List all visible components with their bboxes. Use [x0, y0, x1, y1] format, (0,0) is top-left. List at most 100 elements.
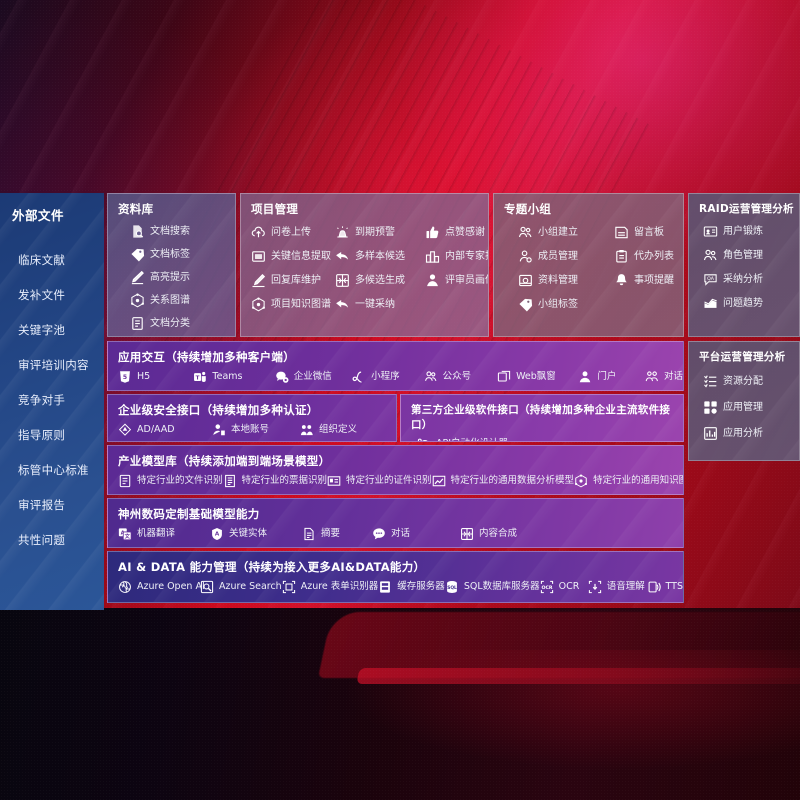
tag-icon — [130, 247, 145, 262]
industry-item-knowledge-graph[interactable]: 特定行业的通用知识图谱模型 — [574, 474, 683, 488]
panel-area: 资料库 文档搜索 文档标签 高亮提示 关系图谱 — [104, 193, 800, 610]
project-item-label: 多样本候选 — [355, 250, 405, 262]
project-item-label: 关键信息提取 — [271, 250, 331, 262]
group-item-reminder[interactable]: 事项提醒 — [614, 273, 675, 288]
aidata-item-label: Azure Search — [219, 581, 282, 593]
interact-item-wecom[interactable]: 企业微信 — [275, 370, 352, 384]
base-item-dialog[interactable]: 对话 — [372, 527, 460, 541]
platform-item-app-analysis[interactable]: 应用分析 — [703, 426, 791, 441]
interact-item-h5[interactable]: 5 H5 — [118, 370, 193, 384]
group-item-material-manage[interactable]: 资料管理 — [518, 273, 614, 288]
security-item-org-define[interactable]: 组织定义 — [300, 423, 357, 437]
back-arrow-icon — [335, 297, 350, 312]
panel-aidata-title: AI & DATA 能力管理（持续为接入更多AI&DATA能力） — [118, 560, 426, 574]
industry-item-invoice-recognition[interactable]: 特定行业的票据识别 — [223, 474, 327, 488]
aidata-item-cache-server[interactable]: 缓存服务器 — [378, 580, 445, 594]
aidata-item-form-recognizer[interactable]: Azure 表单识别器 — [282, 580, 378, 594]
base-item-summary[interactable]: 摘要 — [302, 527, 372, 541]
bell-icon — [614, 273, 629, 288]
project-item-reviewer-profile[interactable]: 评审员画像 — [425, 273, 488, 288]
base-item-key-entity[interactable]: A 关键实体 — [210, 527, 302, 541]
base-item-content-synthesis[interactable]: 内容合成 — [460, 527, 517, 541]
platform-item-app-manage[interactable]: 应用管理 — [703, 400, 791, 415]
raid-item-adoption-analysis[interactable]: QA 采纳分析 — [703, 272, 791, 287]
platform-item-resource-allocation[interactable]: 资源分配 — [703, 374, 791, 389]
panel-security-title: 企业级安全接口（持续增加多种认证） — [118, 403, 319, 417]
sidebar-item-standards-center[interactable]: 标管中心标准 — [18, 462, 89, 477]
platform-item-label: 应用管理 — [723, 401, 763, 413]
interact-item-official-account[interactable]: 公众号 — [424, 370, 497, 384]
library-item-doc-category[interactable]: 文档分类 — [130, 316, 227, 331]
sidebar-item-review-training[interactable]: 审评培训内容 — [18, 357, 89, 372]
base-item-label: 内容合成 — [479, 528, 518, 540]
aidata-item-label: TTS — [665, 581, 683, 593]
group-item-create[interactable]: 小组建立 — [518, 225, 614, 240]
interact-item-teams[interactable]: T Teams — [193, 370, 274, 384]
library-item-relation-graph[interactable]: 关系图谱 — [130, 293, 227, 308]
industry-item-data-analysis[interactable]: 特定行业的通用数据分析模型 — [432, 474, 574, 488]
project-item-label: 到期预警 — [355, 226, 395, 238]
list-allocate-icon — [703, 374, 718, 389]
interact-item-web-popup[interactable]: Web飘窗 — [497, 370, 578, 384]
thirdparty-item-api-designer[interactable]: API自动化设计器 — [417, 437, 508, 441]
sidebar-item-competitors[interactable]: 竞争对手 — [18, 392, 66, 407]
svg-text:A: A — [215, 531, 220, 537]
panel-platform-title: 平台运营管理分析 — [699, 351, 786, 363]
group-item-tag[interactable]: 小组标签 — [518, 297, 614, 312]
aidata-item-azure-openai[interactable]: Azure Open AI — [118, 580, 205, 594]
raid-item-user[interactable]: 用户锻炼 — [703, 224, 791, 239]
project-item-expert-ranking[interactable]: 内部专家排名 — [425, 249, 488, 264]
security-item-local-account[interactable]: 本地账号 — [212, 423, 300, 437]
sidebar-item-supplement-files[interactable]: 发补文件 — [18, 287, 66, 302]
library-item-doc-tag[interactable]: 文档标签 — [130, 247, 227, 262]
industry-item-id-card[interactable]: 特定行业的证件识别 — [327, 474, 432, 488]
security-item-ad-aad[interactable]: AD/AAD — [118, 423, 212, 437]
interact-item-miniprogram[interactable]: 小程序 — [352, 370, 424, 384]
interact-item-portal[interactable]: 门户 — [578, 370, 645, 384]
sidebar-item-common-issues[interactable]: 共性问题 — [18, 532, 66, 547]
project-item-reply-library[interactable]: 回复库维护 — [251, 273, 335, 288]
library-item-doc-search[interactable]: 文档搜索 — [130, 224, 227, 239]
group-item-member-manage[interactable]: 成员管理 — [518, 249, 614, 264]
interact-item-dialog[interactable]: 对话 — [645, 370, 683, 384]
library-item-highlight[interactable]: 高亮提示 — [130, 270, 227, 285]
cache-server-icon — [378, 580, 392, 594]
aidata-item-tts[interactable]: TTS — [647, 580, 683, 594]
sidebar-title: 外部文件 — [12, 208, 65, 223]
sidebar-item-guidelines[interactable]: 指导原则 — [18, 427, 66, 442]
project-item-multi-candidate[interactable]: 多候选生成 — [335, 273, 425, 288]
svg-text:OCR: OCR — [541, 585, 552, 591]
panel-topic-group: 专题小组 小组建立 留言板 成员管理 代办列表 — [493, 193, 684, 337]
entity-icon: A — [210, 527, 224, 541]
aidata-item-speech-understanding[interactable]: 语音理解 — [588, 580, 647, 594]
project-item-thanks[interactable]: 点赞感谢 — [425, 225, 488, 240]
project-item-expiry-alert[interactable]: 到期预警 — [335, 225, 425, 240]
project-item-key-extract[interactable]: 关键信息提取 — [251, 249, 335, 264]
sidebar-item-clinical-literature[interactable]: 临床文献 — [18, 252, 66, 267]
industry-item-label: 特定行业的通用知识图谱模型 — [593, 475, 683, 487]
aidata-item-azure-search[interactable]: Azure Search — [200, 580, 282, 594]
user-card-icon — [703, 224, 718, 239]
industry-item-file-recognition[interactable]: 特定行业的文件识别 — [118, 474, 223, 488]
project-item-multi-sample[interactable]: 多样本候选 — [335, 249, 425, 264]
aidata-item-sql-db[interactable]: SQL SQL数据库服务器 — [445, 580, 540, 594]
sidebar-item-list: 临床文献 发补文件 关键字池 审评培训内容 竞争对手 指导原则 标管中心标准 审… — [0, 224, 104, 557]
project-item-questionnaire-upload[interactable]: 问卷上传 — [251, 225, 335, 240]
security-item-label: 本地账号 — [231, 424, 270, 436]
panel-thirdparty-software: 第三方企业级软件接口（持续增加多种企业主流软件接口） API自动化设计器 — [400, 394, 684, 442]
sidebar-item-review-report[interactable]: 审评报告 — [18, 497, 66, 512]
group-item-message-board[interactable]: 留言板 — [614, 225, 675, 240]
project-item-label: 问卷上传 — [271, 226, 311, 238]
aidata-item-ocr[interactable]: OCR OCR — [540, 580, 588, 594]
raid-item-issue-trend[interactable]: 问题趋势 — [703, 296, 791, 311]
group-item-todo-list[interactable]: 代办列表 — [614, 249, 675, 264]
raid-item-role-manage[interactable]: 角色管理 — [703, 248, 791, 263]
library-item-label: 高亮提示 — [150, 271, 190, 283]
project-item-one-click-adopt[interactable]: 一键采纳 — [335, 297, 425, 312]
sidebar-item-keyword-pool[interactable]: 关键字池 — [18, 322, 66, 337]
project-item-knowledge-graph[interactable]: 项目知识图谱 — [251, 297, 335, 312]
project-item-label: 项目知识图谱 — [271, 298, 331, 310]
wecom-icon — [275, 370, 289, 384]
